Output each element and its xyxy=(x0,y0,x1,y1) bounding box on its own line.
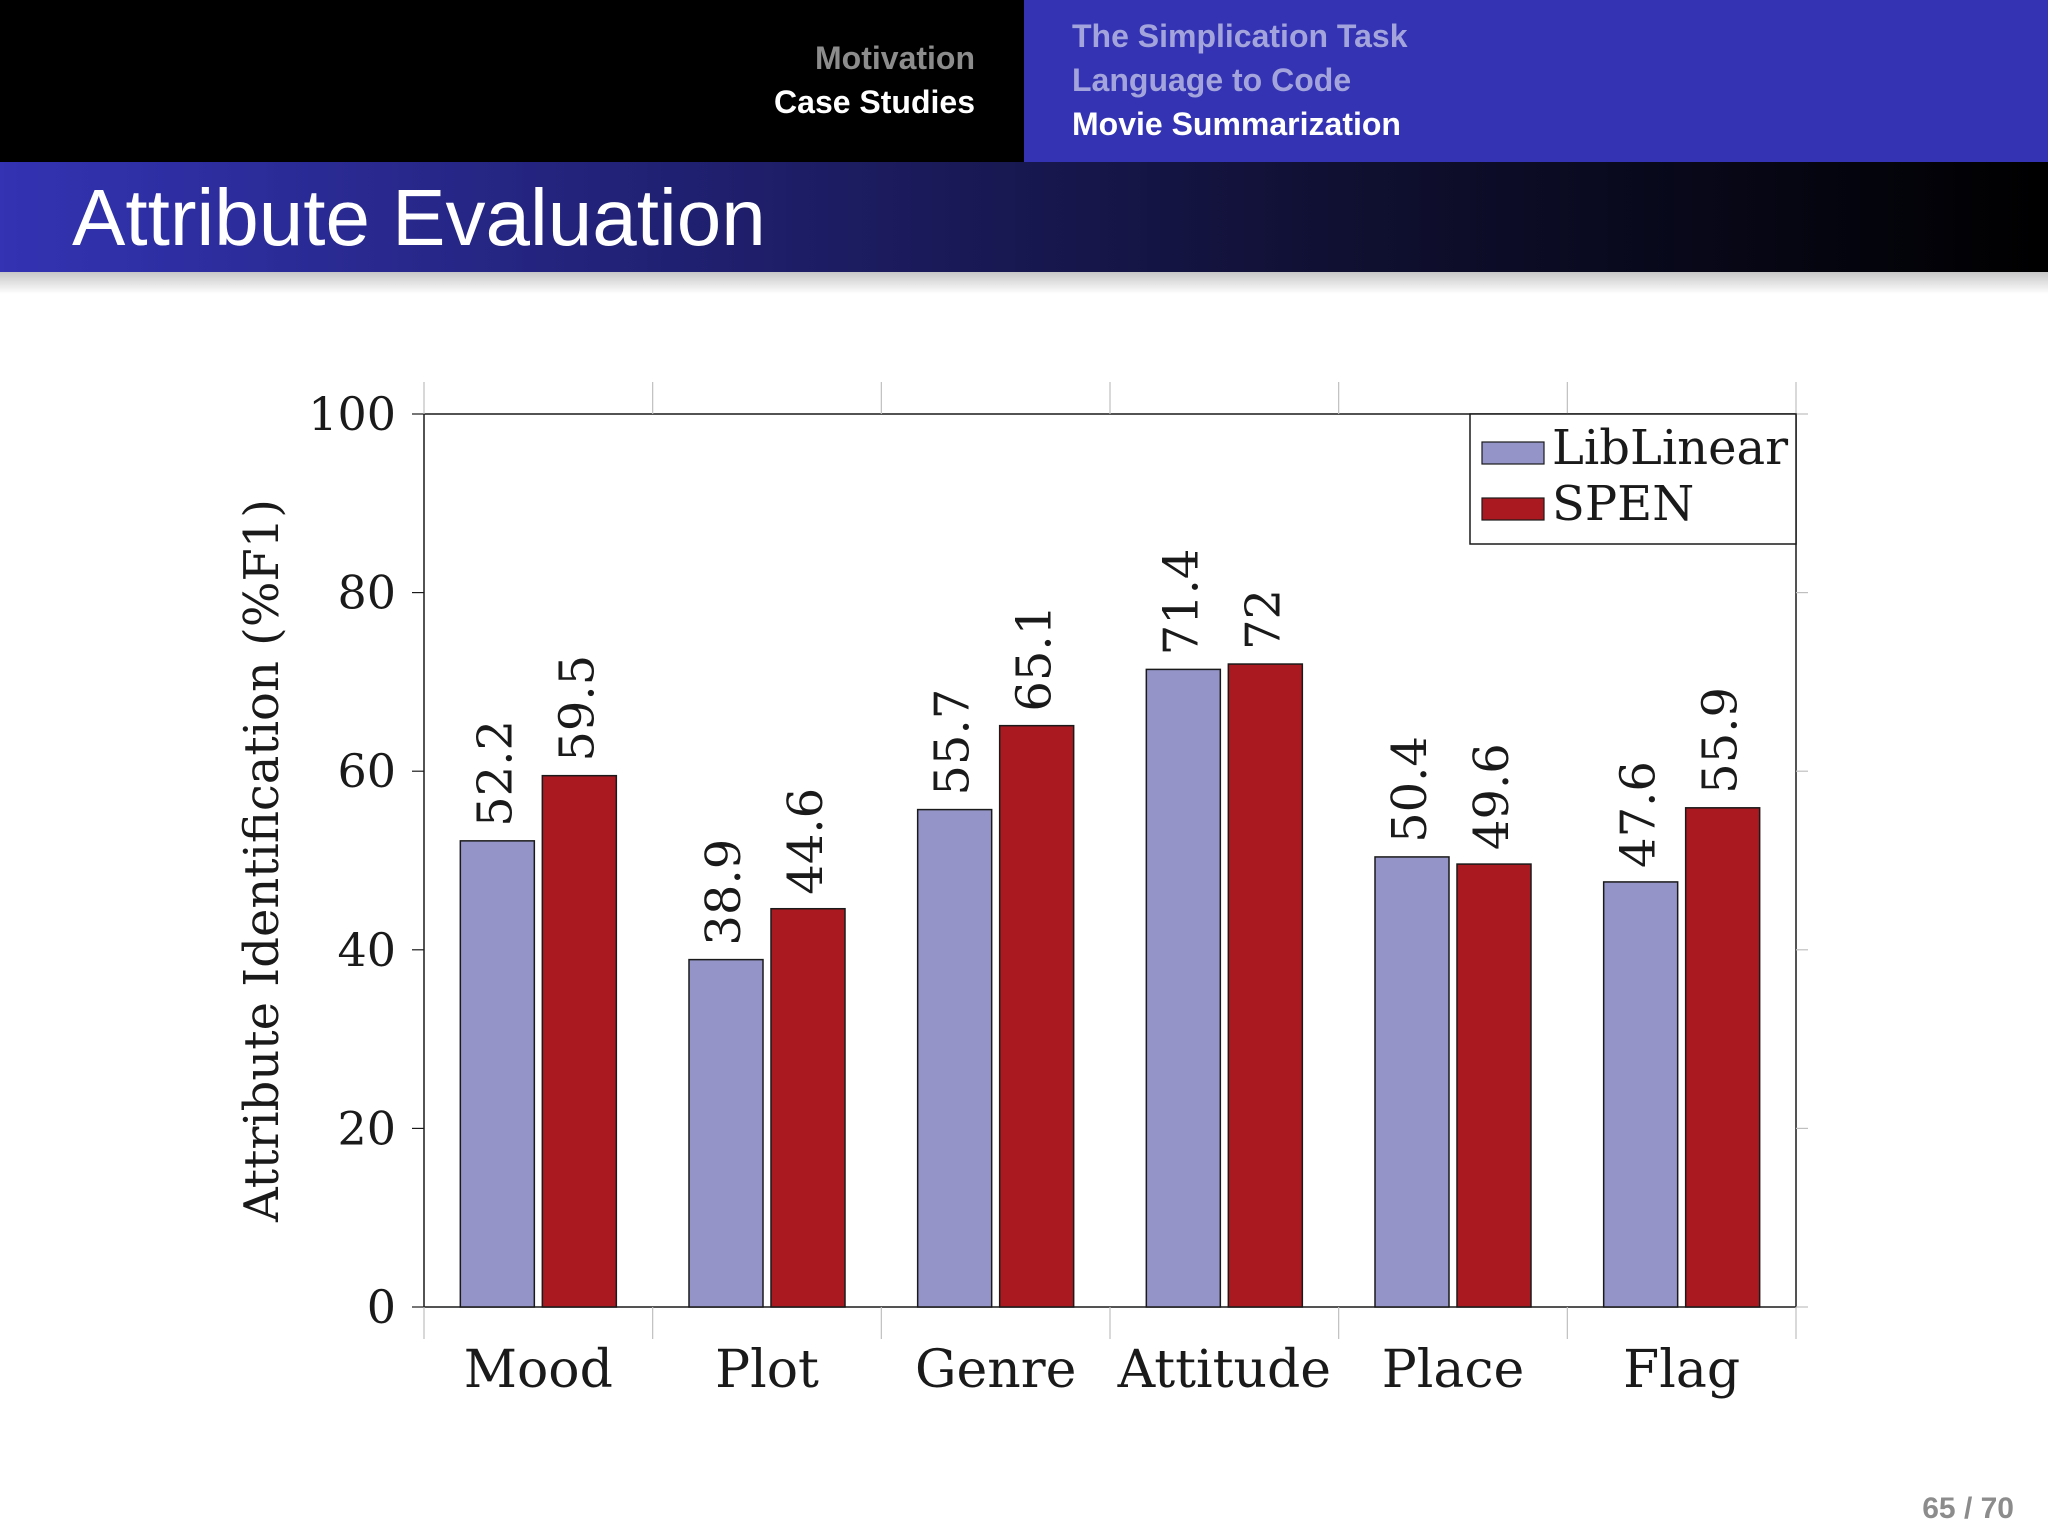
nav-header-right: The Simplication Task Language to Code M… xyxy=(1024,0,2048,162)
bar-value-label: 49.6 xyxy=(1464,743,1520,850)
bar-value-label: 52.2 xyxy=(467,720,523,827)
nav-header: Motivation Case Studies The Simplication… xyxy=(0,0,2048,162)
subsection-nav: The Simplication Task Language to Code M… xyxy=(1072,14,1407,146)
bar-liblinear-genre xyxy=(916,808,993,1308)
legend-swatch-liblinear xyxy=(1481,441,1545,465)
bar-spen-plot xyxy=(770,907,846,1308)
y-axis-label: Attribute Identification (%F1) xyxy=(234,499,290,1223)
x-tick-label-place: Place xyxy=(1382,1340,1525,1400)
legend-label-liblinear: LibLinear xyxy=(1552,420,1788,476)
bar-spen-mood xyxy=(541,774,618,1308)
x-tick-label-mood: Mood xyxy=(464,1340,613,1400)
legend-box xyxy=(1469,413,1797,545)
nav-subsection-movie-summarization[interactable]: Movie Summarization xyxy=(1072,106,1401,142)
x-tick-label-flag: Flag xyxy=(1623,1340,1740,1400)
y-tick-label: 40 xyxy=(337,923,396,977)
y-tick-label: 60 xyxy=(337,744,396,798)
bar-value-label: 44.6 xyxy=(778,788,834,895)
bar-spen-flag xyxy=(1684,807,1761,1308)
bar-liblinear-flag xyxy=(1602,881,1679,1308)
slide-title: Attribute Evaluation xyxy=(72,173,766,262)
bar-spen-attitude xyxy=(1227,663,1304,1308)
nav-subsection-simplication-task[interactable]: The Simplication Task xyxy=(1072,18,1408,54)
y-tick-label: 0 xyxy=(367,1280,396,1334)
nav-subsection-language-to-code[interactable]: Language to Code xyxy=(1072,62,1352,98)
bar-value-label: 50.4 xyxy=(1382,736,1438,843)
section-nav: Motivation Case Studies xyxy=(774,36,975,124)
bar-value-label: 71.4 xyxy=(1153,549,1209,656)
x-tick-label-attitude: Attitude xyxy=(1117,1340,1332,1400)
bar-liblinear-plot xyxy=(688,958,764,1308)
title-shadow xyxy=(0,272,2048,294)
bar-spen-place xyxy=(1456,863,1532,1308)
nav-section-motivation[interactable]: Motivation xyxy=(815,40,975,76)
bar-value-label: 55.7 xyxy=(925,689,981,796)
nav-header-left: Motivation Case Studies xyxy=(0,0,1024,162)
plot-frame xyxy=(423,413,1797,1308)
y-tick-label: 20 xyxy=(337,1101,396,1155)
bar-liblinear-place xyxy=(1374,856,1450,1308)
legend-swatch-spen xyxy=(1481,497,1545,521)
bar-liblinear-mood xyxy=(459,840,536,1308)
x-tick-label-plot: Plot xyxy=(715,1340,819,1400)
bar-spen-genre xyxy=(998,724,1075,1308)
bar-liblinear-attitude xyxy=(1145,668,1222,1308)
x-tick-label-genre: Genre xyxy=(915,1340,1076,1400)
bar-value-label: 59.5 xyxy=(549,655,605,762)
frame-title-bar: Attribute Evaluation xyxy=(0,162,2048,272)
bar-value-label: 72 xyxy=(1235,589,1291,650)
page-number: 65 / 70 xyxy=(1922,1492,2014,1525)
y-tick-label: 80 xyxy=(337,566,396,620)
bar-value-label: 47.6 xyxy=(1611,761,1667,868)
bar-value-label: 55.9 xyxy=(1693,687,1749,794)
y-tick-label: 100 xyxy=(308,387,396,441)
bar-value-label: 65.1 xyxy=(1007,605,1063,712)
bar-value-label: 38.9 xyxy=(696,839,752,946)
nav-section-case-studies[interactable]: Case Studies xyxy=(774,84,975,120)
legend-label-spen: SPEN xyxy=(1552,476,1694,532)
